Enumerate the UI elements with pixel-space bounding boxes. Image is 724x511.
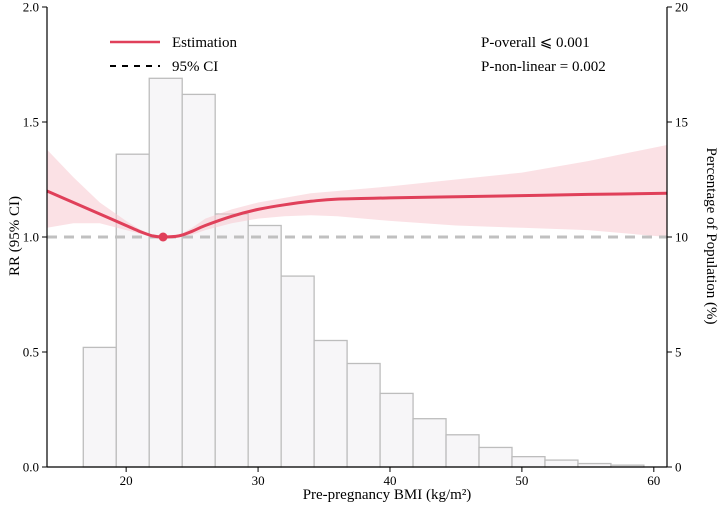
y-left-tick-label-1.5: 1.5: [23, 115, 39, 130]
estimation-curve: [46, 189, 668, 242]
ci-band: [47, 145, 667, 237]
histogram-bar-13: [511, 455, 546, 468]
y-right-tick-label-5: 5: [675, 345, 682, 360]
histogram-bar-2: [148, 77, 183, 468]
y-right-tick-label-20: 20: [675, 0, 688, 15]
histogram-bar-3: [181, 93, 216, 468]
y-right-tick-label-10: 10: [675, 230, 688, 245]
x-tick-label-50: 50: [515, 473, 528, 488]
estimation-line: [46, 189, 668, 239]
p-nonlinear-annotation: P-non-linear = 0.002: [481, 59, 606, 75]
histogram-bar-8: [346, 362, 381, 468]
histogram-bar-1: [115, 153, 150, 468]
confidence-band: [47, 145, 667, 237]
histogram-bar-11: [445, 434, 480, 468]
histogram-bar-6: [280, 275, 315, 468]
histogram-bar-10: [412, 418, 447, 468]
histogram-bar-9: [379, 392, 414, 468]
x-tick-label-20: 20: [120, 473, 133, 488]
histogram-bar-4: [214, 213, 249, 468]
legend-estimation-label: Estimation: [172, 35, 237, 51]
histogram-bars: [82, 77, 645, 468]
reference-point-marker: [158, 232, 168, 242]
y-left-tick-label-1.0: 1.0: [23, 230, 39, 245]
y-left-axis-label: RR (95% CI): [7, 196, 23, 276]
x-tick-label-30: 30: [252, 473, 265, 488]
legend-ci-label: 95% CI: [172, 59, 218, 75]
histogram-bar-0: [82, 346, 117, 468]
y-right-axis-label: Percentage of Population (%): [703, 147, 719, 324]
x-tick-label-40: 40: [383, 473, 396, 488]
y-right-tick-label-15: 15: [675, 115, 688, 130]
y-left-tick-label-0.0: 0.0: [23, 460, 39, 475]
x-tick-label-60: 60: [647, 473, 660, 488]
legend: Estimation 95% CI: [110, 35, 237, 75]
y-left-tick-label-0.5: 0.5: [23, 345, 39, 360]
histogram-bar-5: [247, 224, 282, 468]
p-overall-annotation: P-overall ⩽ 0.001: [481, 35, 590, 51]
y-right-tick-label-0: 0: [675, 460, 682, 475]
y-left-tick-label-2.0: 2.0: [23, 0, 39, 15]
histogram-bar-12: [478, 446, 513, 468]
tick-labels: 20 30 40 50 60 0.0 0.5 1.0 1.5 2.0 0 5 10 15 20: [23, 0, 688, 488]
x-axis-label: Pre-pregnancy BMI (kg/m²): [303, 487, 472, 503]
histogram-bar-7: [313, 339, 348, 468]
histogram-bar-14: [544, 459, 579, 468]
